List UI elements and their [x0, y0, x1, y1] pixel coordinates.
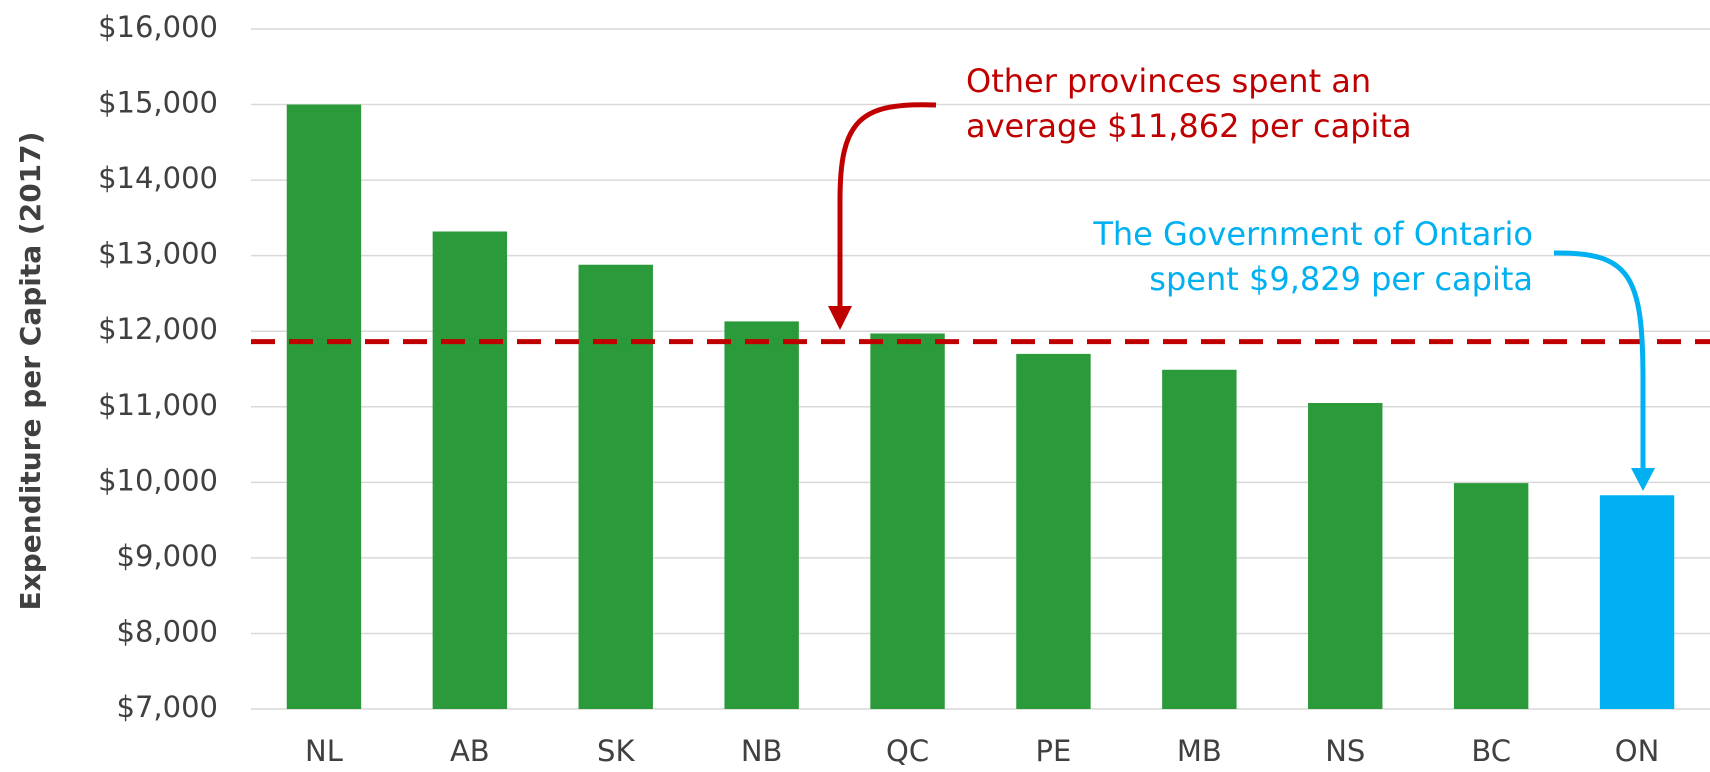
bar: [286, 104, 362, 710]
bar: [1162, 369, 1237, 709]
arrow-head: [1631, 468, 1655, 491]
bar: [1308, 403, 1383, 709]
annotation-text: spent $9,829 per capita: [1149, 260, 1533, 298]
annotation-arrow: [1553, 250, 1646, 470]
x-tick-label: QC: [886, 734, 929, 768]
y-tick-label: $14,000: [98, 161, 218, 195]
x-tick-label: ON: [1615, 734, 1660, 768]
bar: [432, 231, 508, 709]
bar: [578, 264, 653, 709]
y-tick-label: $11,000: [98, 388, 218, 422]
x-tick-label: AB: [450, 734, 490, 768]
y-tick-label: $15,000: [98, 86, 218, 120]
x-tick-label: SK: [597, 734, 635, 768]
y-tick-label: $16,000: [98, 10, 218, 44]
annotation-arrow: [837, 102, 937, 308]
bar: [1599, 495, 1675, 709]
x-tick-label: NB: [741, 734, 783, 768]
bar: [870, 333, 945, 709]
x-tick-label: BC: [1471, 734, 1511, 768]
y-tick-label: $8,000: [117, 614, 218, 648]
y-tick-label: $10,000: [98, 463, 218, 497]
y-tick-label: $9,000: [117, 539, 218, 573]
annotation-text: Other provinces spent an: [966, 62, 1371, 100]
y-tick-label: $12,000: [98, 312, 218, 346]
x-tick-label: PE: [1036, 734, 1072, 768]
x-tick-label: NS: [1325, 734, 1365, 768]
bar: [1016, 353, 1091, 709]
arrow-head: [828, 306, 852, 330]
annotation-text: average $11,862 per capita: [966, 107, 1412, 145]
annotation-text: The Government of Ontario: [1092, 215, 1533, 253]
x-tick-label: MB: [1177, 734, 1222, 768]
y-tick-label: $7,000: [117, 690, 218, 724]
bar: [1453, 483, 1529, 709]
y-axis-title: Expenditure per Capita (2017): [14, 132, 47, 611]
y-tick-label: $13,000: [98, 237, 218, 271]
x-tick-label: NL: [305, 734, 343, 768]
bar: [724, 321, 799, 709]
